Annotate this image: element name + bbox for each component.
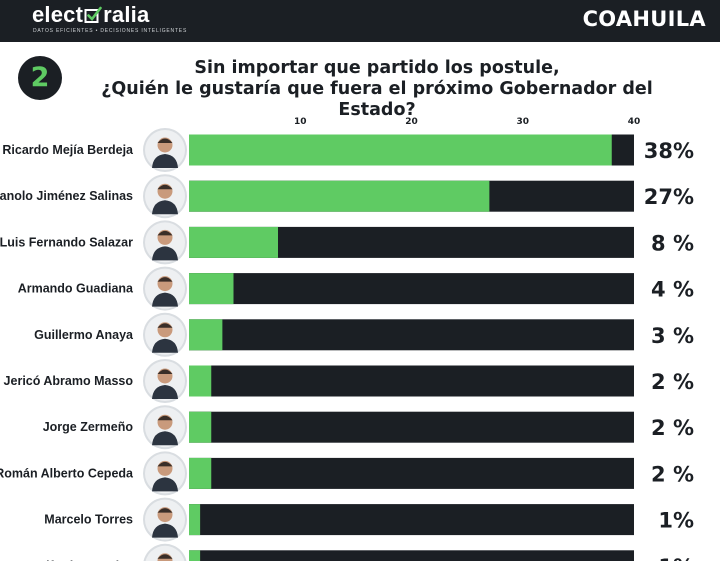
x-tick-label: 20	[405, 117, 418, 127]
category-label: Manolo Jiménez Salinas	[0, 189, 133, 203]
avatar-hair-icon	[157, 277, 173, 282]
avatar-hair-icon	[157, 461, 173, 467]
question-line-2: ¿Quién le gustaría que fuera el próximo …	[101, 79, 653, 120]
avatar-person-icon	[152, 523, 178, 538]
avatar-person-icon	[152, 431, 178, 446]
bar-value	[189, 504, 201, 536]
avatar-hair-icon	[157, 138, 173, 143]
data-label: 3 %	[651, 324, 694, 348]
data-label: 2 %	[651, 416, 694, 440]
bar-value	[189, 319, 223, 351]
category-label: Armando Guadiana	[18, 282, 134, 296]
category-label: Jericó Abramo Masso	[4, 374, 134, 388]
bar-value	[189, 134, 612, 166]
question-title: Sin importar que partido los postule, ¿Q…	[62, 58, 692, 121]
bar-track	[189, 411, 634, 443]
avatar-person-icon	[152, 338, 178, 353]
question-line-1: Sin importar que partido los postule,	[194, 58, 560, 78]
brand-tagline: DATOS EFICIENTES • DECISIONES INTELIGENT…	[33, 28, 188, 34]
category-label: Ricardo Mejía Berdeja	[2, 143, 134, 157]
avatar-person-icon	[152, 385, 178, 399]
data-label: 1%	[658, 555, 694, 561]
avatar-hair-icon	[157, 554, 173, 559]
avatar-hair-icon	[157, 369, 173, 374]
x-tick-label: 30	[516, 117, 529, 127]
bar-value	[189, 365, 212, 397]
data-label: 2 %	[651, 462, 694, 486]
question-number-badge: 2	[18, 56, 62, 100]
header-bar: elect ralia DATOS EFICIENTES • DECISIONES…	[0, 0, 720, 42]
data-label: 8 %	[651, 231, 694, 255]
bar-track	[189, 457, 634, 489]
bar-track	[189, 550, 634, 561]
bar-track	[189, 365, 634, 397]
bar-value	[189, 226, 278, 258]
x-tick-label: 10	[294, 117, 307, 127]
avatar-hair-icon	[157, 508, 173, 513]
brand-logo: elect ralia DATOS EFICIENTES • DECISIONES…	[32, 3, 188, 35]
category-label: Marcelo Torres	[44, 513, 133, 527]
avatar-hair-icon	[157, 323, 173, 328]
bar-value	[189, 273, 234, 305]
avatar-person-icon	[152, 154, 178, 168]
data-label: 4 %	[651, 278, 694, 302]
bar-value	[189, 411, 212, 443]
bar-value	[189, 457, 212, 489]
region-label: COAHUILA	[582, 7, 706, 31]
x-tick-label: 40	[628, 117, 641, 127]
category-label: Jorge Zermeño	[43, 420, 134, 434]
brand-name-end: ralia	[103, 2, 150, 27]
avatar-hair-icon	[157, 230, 173, 236]
category-label: Guillermo Anaya	[34, 328, 134, 342]
bar-track	[189, 273, 634, 305]
data-label: 38%	[644, 139, 694, 163]
brand-name-start: elect	[32, 2, 84, 27]
category-label: Luis Fernando Salazar	[0, 235, 133, 249]
bar-value	[189, 550, 201, 561]
avatar-person-icon	[152, 246, 178, 261]
avatar-person-icon	[152, 200, 178, 215]
category-label: Alfredo Paredes	[37, 559, 133, 561]
avatar-person-icon	[152, 477, 178, 492]
avatar-hair-icon	[157, 184, 173, 190]
brand-wordmark: elect ralia	[32, 3, 187, 27]
bar-value	[189, 180, 490, 212]
avatar-hair-icon	[157, 415, 173, 421]
data-label: 1%	[658, 509, 694, 533]
bar-track	[189, 319, 634, 351]
category-label: Román Alberto Cepeda	[0, 466, 134, 480]
checkmark-icon	[84, 6, 102, 23]
data-label: 2 %	[651, 370, 694, 394]
bar-track	[189, 504, 634, 536]
data-label: 27%	[644, 185, 694, 209]
avatar-person-icon	[152, 292, 178, 307]
